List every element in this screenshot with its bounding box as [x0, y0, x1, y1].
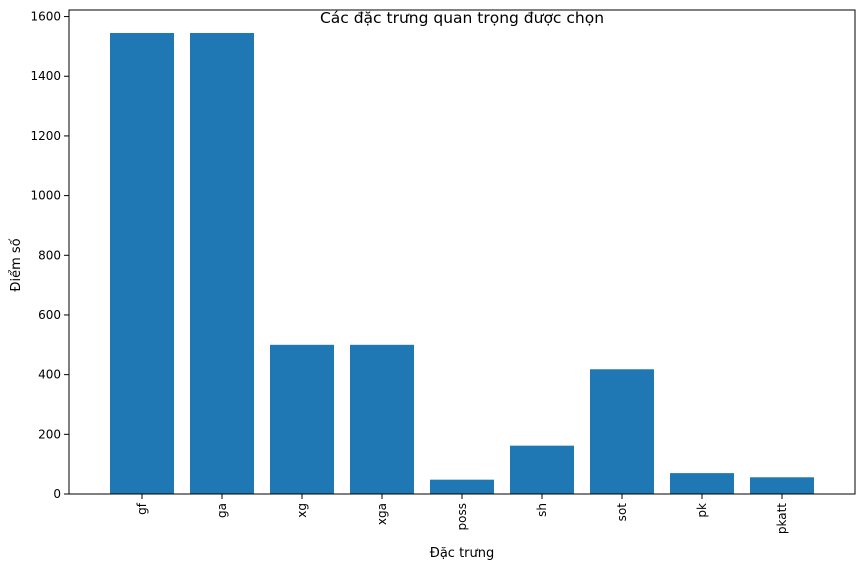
x-tick-label: sot [615, 503, 629, 522]
y-tick-label: 1200 [30, 129, 61, 143]
chart-title: Các đặc trưng quan trọng được chọn [320, 9, 604, 27]
bar-sot [590, 369, 654, 494]
y-tick-label: 600 [38, 308, 61, 322]
y-tick-label: 200 [38, 427, 61, 441]
plot-frame [68, 9, 856, 495]
x-tick-label: poss [455, 503, 469, 530]
x-tick-label: pkatt [775, 503, 789, 534]
bar-sh [510, 445, 574, 494]
y-tick-label: 800 [38, 248, 61, 262]
y-tick-label: 1600 [30, 10, 61, 24]
bar-ga [190, 32, 254, 495]
x-tick-label: ga [215, 503, 229, 518]
x-tick-label: sh [535, 503, 549, 517]
bar-xg [270, 344, 334, 494]
y-tick-label: 400 [38, 368, 61, 382]
bar-pkatt [750, 477, 814, 494]
y-tick-label: 1000 [30, 189, 61, 203]
x-ticks-group: gf ga xg xga poss sh sot pk pkatt [135, 494, 789, 534]
x-tick-label: pk [695, 503, 709, 518]
bar-poss [430, 479, 494, 494]
bar-pk [670, 473, 734, 494]
y-tick-label: 1400 [30, 69, 61, 83]
bar-gf [110, 32, 174, 495]
y-tick-label: 0 [53, 487, 61, 501]
x-axis-label: Đặc trưng [430, 546, 495, 561]
x-tick-label: xga [375, 503, 389, 525]
y-ticks-group: 0 200 400 600 800 1000 1200 1400 1600 [30, 10, 69, 501]
x-tick-label: xg [295, 503, 309, 518]
bars-group [110, 32, 814, 495]
y-axis-label: Điểm số [9, 238, 24, 291]
x-tick-label: gf [135, 502, 149, 515]
bar-xga [350, 344, 414, 494]
